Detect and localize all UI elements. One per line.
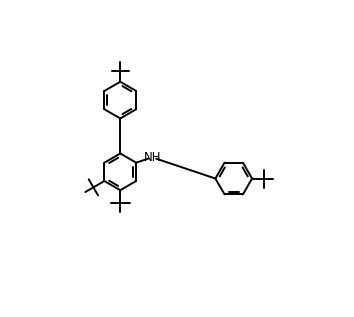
Text: NH: NH — [143, 151, 161, 164]
